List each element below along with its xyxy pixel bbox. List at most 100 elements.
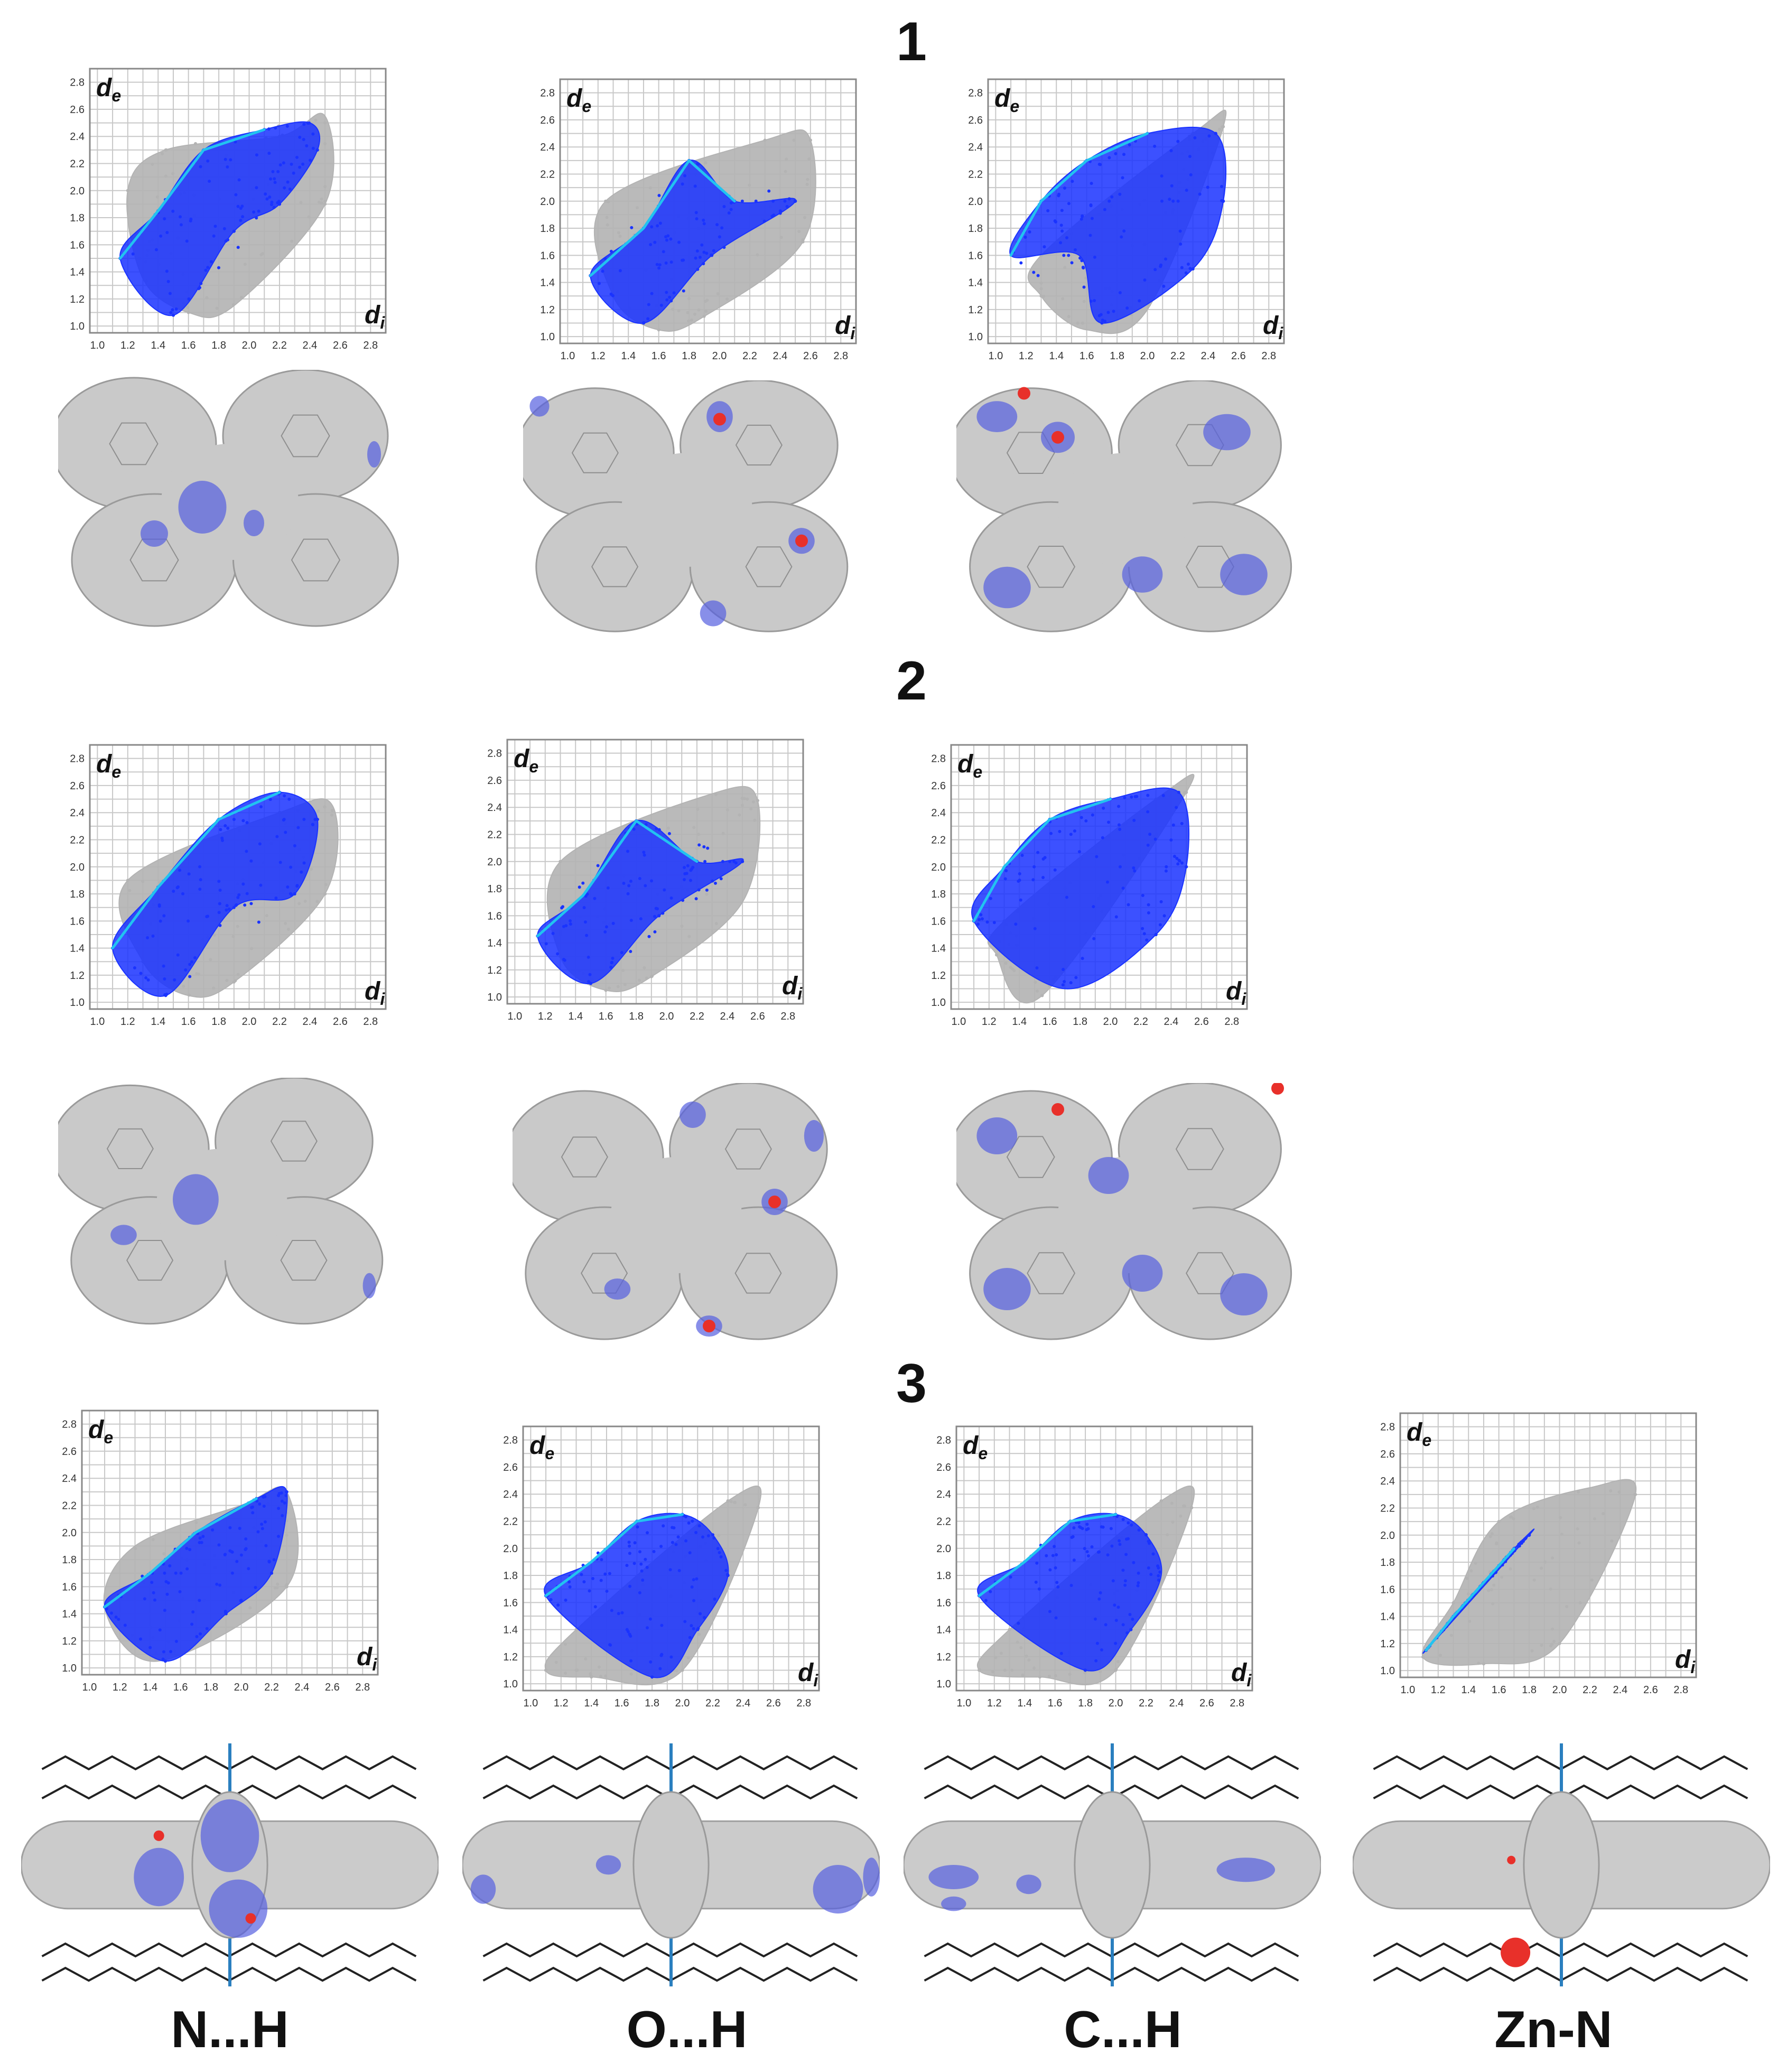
data-point [588, 1589, 591, 1593]
data-point [165, 231, 169, 235]
y-tick-label: 2.4 [503, 1489, 518, 1500]
data-point [243, 263, 247, 266]
plot-frame [89, 744, 387, 1010]
data-point [638, 1550, 642, 1554]
plot-frame [506, 739, 804, 1005]
data-point [680, 925, 684, 928]
data-point [1027, 1658, 1031, 1662]
contact-core [103, 1572, 152, 1609]
data-point [256, 1530, 260, 1534]
contact-core [635, 1513, 684, 1523]
x-tick-label: 1.8 [203, 1682, 218, 1693]
data-point [174, 307, 178, 311]
data-point [290, 239, 294, 243]
contact-core [156, 148, 205, 212]
y-tick-label: 2.2 [931, 834, 946, 846]
data-point [611, 921, 615, 925]
plot-frame [81, 1410, 379, 1676]
data-point [1122, 229, 1126, 233]
contact-core [1425, 1615, 1455, 1652]
data-point [695, 249, 699, 253]
data-point [794, 199, 797, 203]
data-point [1158, 923, 1162, 927]
data-point [194, 1521, 198, 1525]
data-point [164, 174, 167, 178]
data-point [1043, 245, 1046, 249]
y-tick-label: 2.0 [936, 1543, 951, 1555]
data-point [608, 1572, 611, 1575]
y-tick-label: 1.0 [503, 1678, 518, 1690]
data-point [1084, 819, 1088, 823]
data-point [143, 1597, 146, 1601]
data-point [1123, 1583, 1127, 1587]
data-point [754, 199, 758, 203]
fingerprint-svg: 1.0 1.0 1.2 1.2 1.4 1.4 1.6 1.6 1.8 1.8 2.0 2.0 2.2 2… [70, 744, 387, 1028]
data-point [198, 888, 202, 891]
y-tick-label: 2.0 [70, 862, 85, 873]
data-point [1465, 1576, 1469, 1580]
data-point [658, 1667, 662, 1670]
data-point [686, 1656, 690, 1659]
data-point [599, 1579, 603, 1582]
data-point [1042, 294, 1046, 298]
data-point [699, 1612, 702, 1616]
data-point [719, 877, 723, 881]
data-point [178, 869, 182, 872]
y-tick-label: 2.6 [70, 104, 85, 116]
data-point [277, 1491, 281, 1495]
data-point [1125, 306, 1129, 310]
data-point [234, 140, 237, 144]
data-point [1100, 1525, 1103, 1529]
data-point [1188, 155, 1192, 158]
data-point [658, 221, 662, 225]
data-point [206, 159, 210, 163]
data-point [188, 1548, 192, 1552]
data-point [235, 903, 238, 907]
x-tick-label: 2.6 [803, 350, 818, 362]
data-point [694, 211, 698, 214]
data-point [1129, 1628, 1133, 1631]
data-point [721, 832, 725, 835]
data-point [201, 1535, 205, 1538]
data-point [1156, 1564, 1160, 1568]
y-tick-label: 1.8 [70, 212, 85, 224]
data-point [756, 253, 759, 257]
y-tick-label: 1.2 [540, 304, 555, 316]
data-point [267, 127, 271, 131]
data-point [155, 195, 159, 199]
data-point [226, 165, 229, 169]
data-point [1127, 1521, 1130, 1525]
data-point [1099, 1591, 1102, 1594]
x-tick-label: 2.0 [1140, 350, 1155, 362]
data-point [694, 256, 697, 260]
data-point [1019, 898, 1022, 902]
data-point [224, 239, 228, 243]
section-label-1: 1 [896, 11, 927, 72]
data-point [1077, 1521, 1081, 1525]
data-point [171, 308, 174, 312]
data-point [1094, 1659, 1098, 1663]
x-tick-label: 2.8 [780, 1011, 795, 1022]
x-tick-label: 1.0 [90, 340, 105, 351]
data-point [1222, 125, 1225, 128]
data-point [684, 1539, 688, 1543]
data-point [222, 227, 226, 230]
x-tick-label: 2.4 [1169, 1697, 1184, 1709]
data-point [1578, 1601, 1582, 1604]
data-point [729, 208, 733, 211]
data-point [669, 237, 673, 241]
data-point [683, 174, 687, 178]
y-tick-label: 1.8 [70, 889, 85, 900]
data-point [187, 993, 191, 997]
data-point [1451, 1601, 1455, 1604]
data-point [276, 1535, 280, 1538]
data-point [681, 182, 684, 186]
data-point [704, 300, 708, 303]
contact-core [1009, 200, 1043, 257]
y-tick-label: 2.4 [540, 142, 555, 153]
data-point [1099, 1670, 1102, 1674]
data-point [807, 157, 811, 161]
data-point [995, 953, 999, 957]
data-point [599, 1675, 602, 1678]
x-tick-label: 2.0 [242, 340, 257, 351]
